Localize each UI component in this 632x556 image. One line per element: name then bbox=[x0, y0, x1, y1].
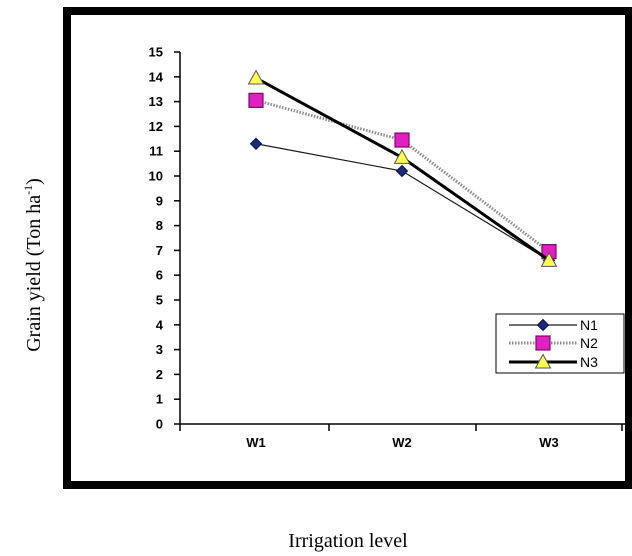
legend-label: N2 bbox=[580, 335, 598, 351]
y-tick-label: 1 bbox=[156, 392, 163, 407]
y-tick-label: 5 bbox=[156, 293, 163, 308]
y-tick-label: 10 bbox=[149, 169, 163, 184]
data-point-n3 bbox=[247, 69, 265, 85]
data-point-n3 bbox=[393, 148, 411, 164]
x-tick-label: W3 bbox=[539, 435, 559, 450]
chart-frame bbox=[63, 7, 632, 489]
legend-label: N3 bbox=[580, 354, 598, 370]
y-axis-title-superscript: -1 bbox=[21, 185, 35, 195]
legend-marker bbox=[534, 353, 552, 369]
y-tick-label: 6 bbox=[156, 268, 163, 283]
series-n3 bbox=[247, 69, 558, 267]
legend-item-n1: N1 bbox=[509, 317, 598, 333]
y-axis-title-main: Grain yield (Ton ha bbox=[23, 195, 45, 352]
legend: N1 N2 N3 bbox=[495, 313, 625, 374]
data-point-n2 bbox=[394, 132, 410, 148]
data-point-n3 bbox=[540, 251, 558, 267]
legend-marker bbox=[535, 335, 551, 351]
y-tick-label: 9 bbox=[156, 193, 163, 208]
y-tick-label: 0 bbox=[156, 417, 163, 432]
x-axis-title: Irrigation level bbox=[288, 530, 408, 552]
y-tick-label: 15 bbox=[149, 45, 163, 60]
data-point-n2 bbox=[248, 92, 264, 108]
y-tick-label: 4 bbox=[156, 317, 164, 332]
series-group bbox=[247, 69, 558, 267]
legend-marker bbox=[536, 318, 550, 332]
y-tick-label: 14 bbox=[149, 69, 164, 84]
data-point-n1 bbox=[395, 164, 409, 178]
y-tick-label: 3 bbox=[156, 342, 163, 357]
legend-item-n2: N2 bbox=[509, 335, 598, 351]
y-axis-title-close: ) bbox=[23, 178, 45, 185]
x-tick-label: W2 bbox=[392, 435, 412, 450]
y-tick-label: 13 bbox=[149, 94, 163, 109]
legend-item-n3: N3 bbox=[509, 353, 598, 370]
legend-label: N1 bbox=[580, 317, 598, 333]
y-axis-title: Grain yield (Ton ha-1) bbox=[21, 178, 45, 352]
y-tick-label: 2 bbox=[156, 367, 163, 382]
y-tick-label: 8 bbox=[156, 218, 163, 233]
y-tick-label: 12 bbox=[149, 119, 163, 134]
data-point-n1 bbox=[249, 137, 263, 150]
y-tick-label: 11 bbox=[149, 144, 163, 159]
y-tick-label: 7 bbox=[156, 243, 163, 258]
x-tick-label: W1 bbox=[246, 435, 266, 450]
